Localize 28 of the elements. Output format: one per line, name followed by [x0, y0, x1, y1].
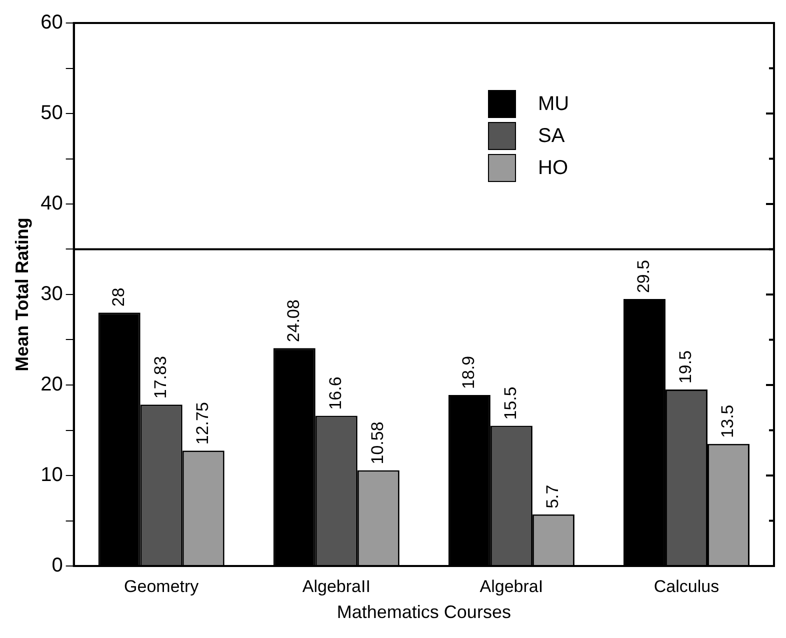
x-tick-label: Geometry: [124, 576, 200, 596]
data-label: 28: [109, 288, 128, 307]
y-tick-label: 30: [40, 283, 63, 306]
data-label: 19.5: [676, 350, 696, 384]
data-label: 15.5: [501, 386, 520, 420]
data-label: 16.6: [326, 376, 346, 410]
y-tick-label: 0: [52, 554, 63, 577]
y-tick-label: 10: [40, 464, 63, 486]
y-tick-label: 50: [40, 102, 63, 124]
data-label: 29.5: [634, 260, 654, 294]
x-tick-label: AlgebraII: [302, 576, 370, 596]
y-tick-label: 60: [40, 12, 63, 34]
data-label: 24.08: [284, 300, 304, 342]
data-label: 12.75: [193, 402, 212, 445]
data-label: 17.83: [151, 356, 170, 399]
data-label: 5.7: [543, 484, 562, 508]
data-label: 18.9: [459, 356, 478, 389]
x-tick-label: Calculus: [654, 576, 720, 596]
y-axis-title: Mean Total Rating: [12, 218, 32, 372]
y-tick-label: 40: [40, 192, 63, 215]
data-label: 10.58: [368, 422, 388, 464]
data-label: 13.5: [718, 404, 738, 438]
x-axis-title: Mathematics Courses: [336, 602, 511, 622]
x-tick-label: AlgebraI: [480, 576, 544, 596]
legend-label: SA: [538, 124, 565, 148]
legend-label: MU: [538, 92, 570, 116]
legend-label: HO: [538, 156, 568, 180]
y-tick-label: 20: [40, 374, 63, 396]
